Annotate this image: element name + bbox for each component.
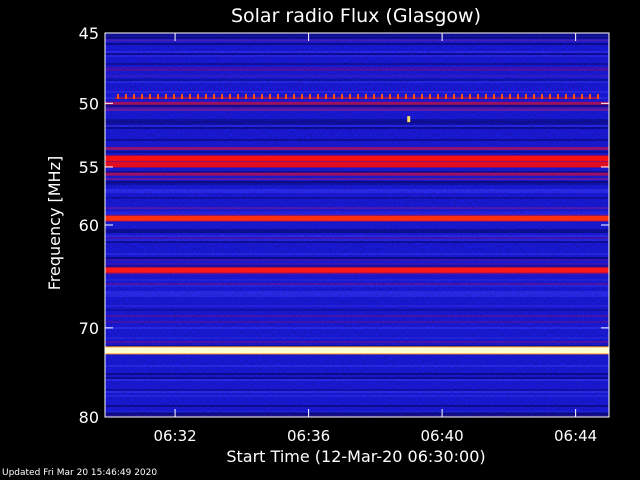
band — [105, 39, 609, 42]
x-tick-label: 06:44 — [554, 427, 597, 445]
band-pulse — [141, 93, 143, 99]
y-axis-label: Frequency [MHz] — [45, 156, 64, 290]
band-pulse — [405, 93, 407, 99]
y-tick-label: 80 — [79, 408, 99, 427]
band-pulse — [461, 93, 463, 99]
band-pulse — [429, 93, 431, 99]
band-pulse — [469, 93, 471, 99]
band-pulse — [317, 93, 319, 99]
band-pulse — [173, 93, 175, 99]
band-pulse — [165, 93, 167, 99]
band-pulse — [381, 93, 383, 99]
band-pulse — [357, 93, 359, 99]
band-pulse — [293, 93, 295, 99]
band-pulse — [509, 93, 511, 99]
band-pulse — [589, 93, 591, 99]
x-tick-label: 06:40 — [420, 427, 463, 445]
band-pulse — [493, 93, 495, 99]
band — [105, 172, 609, 176]
band-pulse — [325, 93, 327, 99]
band-pulse — [397, 93, 399, 99]
band-pulse — [349, 93, 351, 99]
band — [105, 267, 609, 273]
band-pulse — [341, 93, 343, 99]
band-pulse — [261, 93, 263, 99]
band — [105, 161, 609, 167]
band-pulse — [421, 93, 423, 99]
band-pulse — [149, 93, 151, 99]
band — [105, 146, 609, 150]
band-pulse — [373, 93, 375, 99]
band-pulse — [453, 93, 455, 99]
band-pulse — [253, 93, 255, 99]
band-pulse — [557, 93, 559, 99]
band-pulse — [445, 93, 447, 99]
band-pulse — [437, 93, 439, 99]
band-pulse — [197, 93, 199, 99]
band — [105, 347, 609, 354]
band-pulse — [205, 93, 207, 99]
y-axis: 45 50 55 60 70 80 — [79, 24, 609, 427]
band-pulse — [221, 93, 223, 99]
band-pulse — [581, 93, 583, 99]
band-pulse — [213, 93, 215, 99]
band-pulse — [477, 93, 479, 99]
band-pulse — [549, 93, 551, 99]
band — [105, 177, 609, 180]
emission-bands — [105, 39, 609, 355]
band-pulse — [117, 93, 119, 99]
band-pulse — [125, 93, 127, 99]
band — [105, 207, 609, 210]
band-pulse — [541, 93, 543, 99]
y-tick-label: 50 — [79, 94, 99, 113]
band-pulse — [157, 93, 159, 99]
band-pulse — [285, 93, 287, 99]
band — [105, 75, 609, 78]
band-pulse — [309, 93, 311, 99]
band-pulse — [133, 93, 135, 99]
x-tick-label: 06:32 — [153, 427, 196, 445]
band-pulse — [597, 93, 599, 99]
burst-point — [407, 116, 411, 123]
x-axis-label: Start Time (12-Mar-20 06:30:00) — [226, 447, 485, 466]
band — [105, 215, 609, 221]
y-tick-label: 60 — [79, 216, 99, 235]
x-tick-label: 06:36 — [287, 427, 330, 445]
plot-area — [104, 32, 610, 418]
noise-overlay — [105, 33, 609, 417]
x-axis: 06:32 06:36 06:40 06:44 — [153, 33, 597, 445]
band-pulse — [413, 93, 415, 99]
band-pulse — [181, 93, 183, 99]
band-pulse — [565, 93, 567, 99]
chart-title: Solar radio Flux (Glasgow) — [231, 5, 481, 27]
band-pulse — [229, 93, 231, 99]
y-tick-label: 55 — [79, 158, 99, 177]
band — [105, 155, 609, 161]
band-pulse — [533, 93, 535, 99]
band-pulse — [389, 93, 391, 99]
band-pulse — [269, 93, 271, 99]
band-pulse — [573, 93, 575, 99]
updated-timestamp: Updated Fri Mar 20 15:46:49 2020 — [2, 468, 158, 478]
band — [105, 108, 609, 111]
band-pulse — [485, 93, 487, 99]
band-pulse — [189, 93, 191, 99]
band-pulse — [301, 93, 303, 99]
band-pulse — [501, 93, 503, 99]
band-pulse — [245, 93, 247, 99]
band-pulse — [365, 93, 367, 99]
y-tick-label: 70 — [79, 319, 99, 338]
band-pulse — [517, 93, 519, 99]
band-pulse — [333, 93, 335, 99]
band-pulse — [237, 93, 239, 99]
y-tick-label: 45 — [79, 24, 99, 43]
band — [105, 101, 609, 105]
band-pulse — [277, 93, 279, 99]
band-pulse — [525, 93, 527, 99]
